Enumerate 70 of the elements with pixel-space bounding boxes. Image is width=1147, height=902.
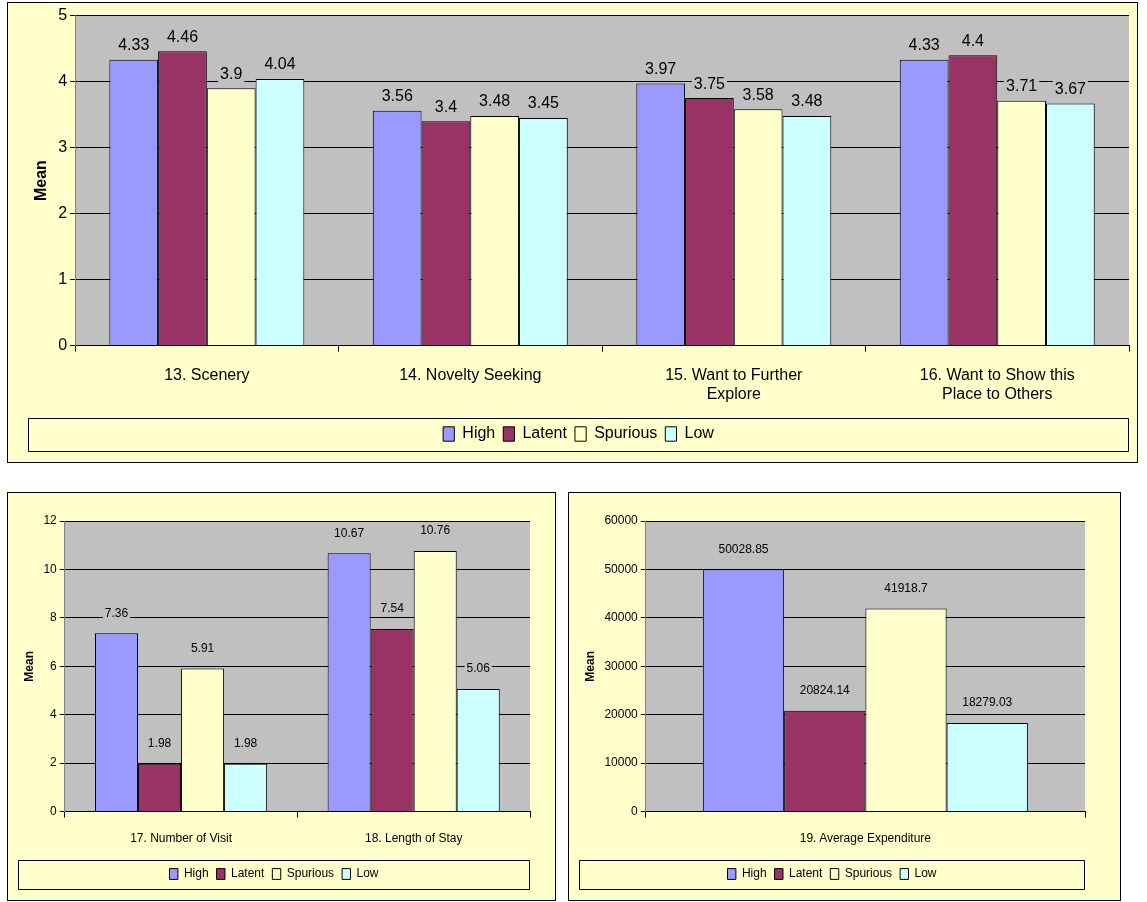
y-tick-label: 40000 bbox=[604, 610, 639, 625]
legend-label: High bbox=[741, 866, 767, 881]
legend-label: Spurious bbox=[844, 866, 893, 881]
x-tick-label: 19. Average Expenditure bbox=[799, 831, 932, 846]
y-axis-title: Mean bbox=[582, 650, 597, 682]
y-tick-label: 3 bbox=[58, 138, 68, 156]
data-label: 10.67 bbox=[334, 525, 365, 540]
y-tick-label: 4 bbox=[50, 707, 58, 722]
data-label: 3.56 bbox=[381, 87, 413, 105]
data-label: 4.33 bbox=[908, 36, 940, 54]
data-label: 5.06 bbox=[466, 661, 491, 676]
y-tick-label: 1 bbox=[58, 270, 68, 288]
data-label: 10.76 bbox=[420, 523, 451, 538]
data-label: 3.67 bbox=[1054, 79, 1087, 97]
y-tick-label: 6 bbox=[50, 658, 58, 673]
legend-label: Latent bbox=[230, 866, 265, 881]
x-tick-label: 15. Want to Further Explore bbox=[665, 365, 804, 402]
y-tick-label: 4 bbox=[58, 72, 68, 90]
legend-label: Low bbox=[914, 866, 937, 881]
y-tick-label: 2 bbox=[58, 204, 68, 222]
x-tick-label: 16. Want to Show this Place to Others bbox=[919, 365, 1075, 402]
data-label: 7.36 bbox=[104, 605, 129, 620]
y-tick-label: 0 bbox=[58, 336, 68, 354]
data-label: 41918.7 bbox=[884, 580, 929, 595]
data-label: 7.54 bbox=[380, 601, 405, 616]
y-tick-label: 10000 bbox=[604, 755, 639, 770]
legend-label: Spurious bbox=[286, 866, 335, 881]
legend-label: Spurious bbox=[594, 424, 658, 442]
legend-label: Latent bbox=[788, 866, 823, 881]
y-tick-label: 10 bbox=[43, 561, 58, 576]
y-tick-label: 60000 bbox=[604, 513, 639, 528]
data-label: 4.4 bbox=[961, 31, 985, 49]
legend-label: Low bbox=[356, 866, 379, 881]
data-label: 3.97 bbox=[645, 59, 677, 77]
y-axis-title: Mean bbox=[21, 650, 36, 682]
data-label: 18279.03 bbox=[962, 695, 1013, 710]
data-label: 4.04 bbox=[264, 55, 296, 73]
legend-label: Low bbox=[684, 424, 715, 442]
y-tick-label: 12 bbox=[43, 513, 58, 528]
x-tick-label: 17. Number of Visit bbox=[130, 831, 233, 846]
legend-label: High bbox=[183, 866, 209, 881]
data-label: 3.75 bbox=[693, 74, 726, 92]
y-tick-label: 0 bbox=[631, 803, 639, 818]
data-label: 3.4 bbox=[434, 97, 458, 115]
data-label: 3.71 bbox=[1006, 77, 1038, 95]
x-tick-label: 14. Novelty Seeking bbox=[399, 365, 542, 383]
data-label: 4.46 bbox=[166, 27, 199, 45]
data-label: 3.9 bbox=[220, 64, 243, 82]
y-tick-label: 20000 bbox=[604, 707, 639, 722]
data-label: 1.98 bbox=[147, 735, 172, 750]
data-label: 3.48 bbox=[791, 92, 823, 110]
y-axis-title: Mean bbox=[32, 160, 50, 202]
data-label: 3.58 bbox=[742, 85, 774, 103]
data-label: 3.45 bbox=[527, 94, 560, 112]
y-tick-label: 2 bbox=[50, 755, 58, 770]
y-tick-label: 8 bbox=[50, 610, 58, 625]
data-label: 20824.14 bbox=[799, 683, 851, 698]
data-label: 3.48 bbox=[479, 92, 511, 110]
data-label: 50028.85 bbox=[718, 541, 769, 556]
y-tick-label: 0 bbox=[50, 803, 58, 818]
legend-label: High bbox=[462, 424, 496, 442]
data-label: 4.33 bbox=[118, 36, 150, 54]
data-label: 5.91 bbox=[190, 640, 215, 655]
x-tick-label: 18. Length of Stay bbox=[364, 831, 463, 846]
data-label: 1.98 bbox=[233, 735, 258, 750]
y-tick-label: 5 bbox=[58, 6, 68, 24]
legend-label: Latent bbox=[522, 424, 568, 442]
x-tick-label: 13. Scenery bbox=[164, 365, 250, 383]
y-tick-label: 30000 bbox=[604, 658, 639, 673]
y-tick-label: 50000 bbox=[604, 561, 639, 576]
